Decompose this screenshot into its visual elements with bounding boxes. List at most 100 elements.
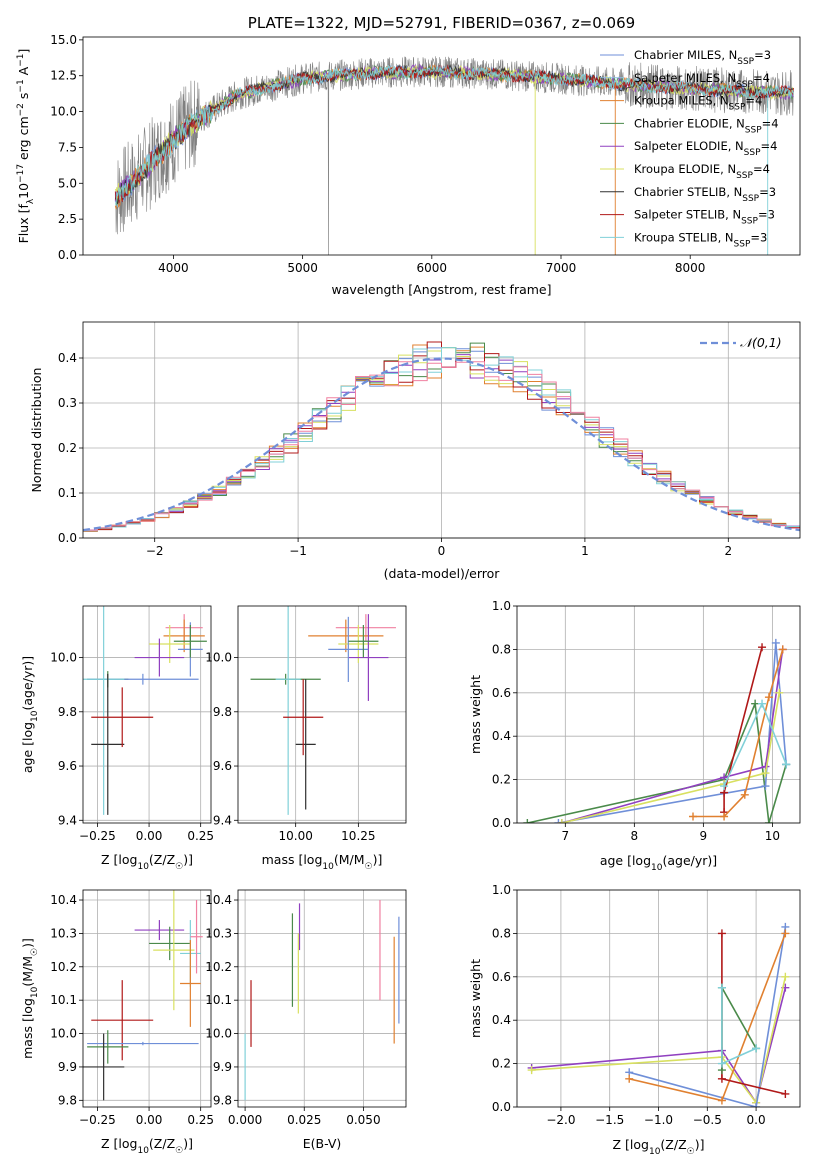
x-axis-label: Z [log10(Z/Z☉)] xyxy=(101,1136,193,1156)
plot-area xyxy=(523,638,791,823)
legend-label: Chabrier MILES, NSSP=3 xyxy=(634,48,771,67)
x-tick-label: 1 xyxy=(581,544,589,558)
weight-point xyxy=(758,699,767,708)
y-tick-label: 0.3 xyxy=(58,396,77,410)
model-line xyxy=(114,64,794,199)
weight-point xyxy=(761,782,770,791)
weight-point xyxy=(764,693,773,702)
weight-point xyxy=(717,1074,726,1083)
error-bar xyxy=(153,890,195,1011)
plot-area xyxy=(250,606,396,815)
y-tick-label: 0.2 xyxy=(492,1057,511,1071)
x-tick-label: 7000 xyxy=(546,261,577,275)
weight-line xyxy=(628,926,787,1107)
y-axis-label: mass weight xyxy=(468,959,483,1038)
weight-point xyxy=(717,983,726,992)
y-tick-label: 10.4 xyxy=(50,893,77,907)
weight-point xyxy=(781,929,790,938)
plot-area xyxy=(83,606,207,815)
normal-curve xyxy=(83,357,800,532)
y-tick-label: 7.5 xyxy=(58,140,77,154)
weight-point xyxy=(782,760,791,769)
error-bar xyxy=(348,624,379,658)
weight-point xyxy=(761,769,770,778)
error-bar xyxy=(275,606,301,815)
weight-point xyxy=(554,819,563,823)
weight-line xyxy=(558,642,787,823)
error-bar xyxy=(83,606,125,815)
weight-line xyxy=(723,701,787,787)
error-bar xyxy=(328,616,369,682)
x-tick-label: −0.25 xyxy=(79,829,116,843)
x-axis-label: wavelength [Angstrom, rest frame] xyxy=(331,282,551,297)
y-tick-label: 12.5 xyxy=(50,69,77,83)
y-tick-label: 10.3 xyxy=(50,926,77,940)
x-tick-label: 4000 xyxy=(158,261,189,275)
model-line xyxy=(114,65,794,207)
y-tick-label: 9.4 xyxy=(213,813,232,827)
chart-title: PLATE=1322, MJD=52791, FIBERID=0367, z=0… xyxy=(248,14,635,32)
x-tick-label: −0.25 xyxy=(79,1113,116,1127)
error-bar xyxy=(338,624,379,663)
legend-label: Salpeter MILES, NSSP=4 xyxy=(634,71,770,90)
axes-frame xyxy=(516,605,801,824)
weight-point xyxy=(523,819,532,823)
x-axis-label: mass [log10(M/M☉)] xyxy=(262,852,383,872)
error-bar xyxy=(283,679,324,756)
weight-point xyxy=(775,688,784,697)
weight-point xyxy=(527,1066,536,1075)
legend-label: Salpeter STELIB, NSSP=3 xyxy=(634,208,775,227)
legend-label: 𝒩(0,1) xyxy=(740,335,782,350)
weight-line xyxy=(531,987,787,1105)
weight-point xyxy=(717,1096,726,1105)
y-tick-label: 0.4 xyxy=(492,729,511,743)
axes-frame xyxy=(82,36,801,256)
weight-point xyxy=(720,812,729,821)
x-tick-label: −2.0 xyxy=(546,1113,575,1127)
error-bar xyxy=(87,1030,129,1064)
error-bar xyxy=(348,614,389,701)
weight-point xyxy=(689,812,698,821)
panel-1: 4000 5000 6000 7000 8000 0.0 2.5 5.0 7.5 10.0 12.5… xyxy=(16,14,801,297)
axes-frame xyxy=(82,889,212,1108)
y-tick-label: 9.8 xyxy=(213,1093,232,1107)
weight-point xyxy=(717,929,726,938)
x-tick-label: 0.000 xyxy=(228,1113,262,1127)
x-tick-label: 5000 xyxy=(287,261,318,275)
x-tick-label: −0.5 xyxy=(693,1113,722,1127)
weight-point xyxy=(625,1074,634,1083)
x-tick-label: −2 xyxy=(146,544,164,558)
y-tick-label: 10.0 xyxy=(50,1027,77,1041)
x-tick-label: 0.25 xyxy=(187,1113,214,1127)
y-tick-label: 15.0 xyxy=(50,33,77,47)
weight-point xyxy=(764,819,773,823)
panel-3: −0.25 0.00 0.25 9.4 9.6 9.8 10.0 Z [log10(Z/Z☉)… xyxy=(20,605,214,872)
y-tick-label: 9.9 xyxy=(213,1060,232,1074)
weight-series xyxy=(717,929,790,1098)
plot-area xyxy=(83,341,800,532)
x-tick-label: 0.00 xyxy=(136,829,163,843)
weight-point xyxy=(781,972,790,981)
y-axis-label: Normed distribution xyxy=(29,368,44,493)
y-tick-label: 0.0 xyxy=(58,248,77,262)
y-tick-label: 10.0 xyxy=(205,651,232,665)
x-axis-label: age [log10(age/yr)] xyxy=(600,853,717,873)
y-tick-label: 0.0 xyxy=(492,1100,511,1114)
histogram-step xyxy=(83,361,800,531)
weight-line xyxy=(561,649,784,823)
x-tick-label: 10 xyxy=(765,829,780,843)
panel-8: −2.0 −1.5 −1.0 −0.5 0.0 0.0 0.2 0.4 0.6 0.8 1.0 Z [… xyxy=(468,883,801,1157)
x-tick-label: 0.00 xyxy=(136,1113,163,1127)
y-tick-label: 10.3 xyxy=(205,926,232,940)
plot-area xyxy=(83,890,203,1101)
y-tick-label: 9.6 xyxy=(58,759,77,773)
y-tick-label: 0.4 xyxy=(58,351,77,365)
y-tick-label: 10.0 xyxy=(205,1027,232,1041)
y-tick-label: 10.0 xyxy=(50,105,77,119)
y-tick-label: 5.0 xyxy=(58,176,77,190)
y-tick-label: 1.0 xyxy=(492,883,511,897)
legend-label: Kroupa STELIB, NSSP=3 xyxy=(634,230,767,249)
y-tick-label: 9.6 xyxy=(213,759,232,773)
x-tick-label: 8000 xyxy=(675,261,706,275)
error-bar xyxy=(308,619,384,653)
